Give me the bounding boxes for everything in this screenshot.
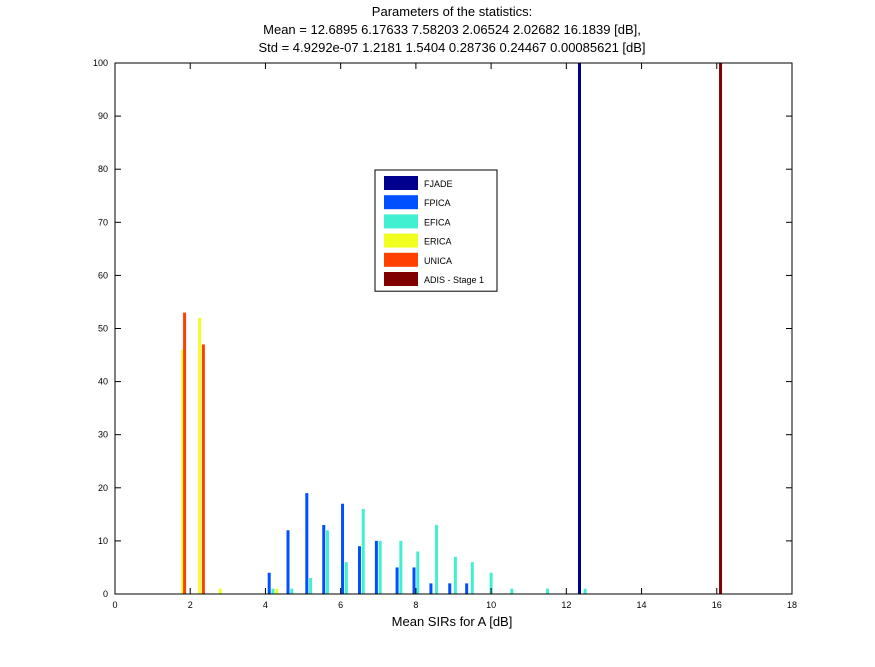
y-tick-label-8: 80 bbox=[98, 164, 108, 174]
x-tick-label-6: 12 bbox=[561, 600, 571, 610]
chart-subtitle-std: Std = 4.9292e-07 1.2181 1.5404 0.28736 0… bbox=[258, 40, 645, 55]
x-tick-label-8: 16 bbox=[712, 600, 722, 610]
legend: FJADE FPICA EFICA ERICA UNICA ADIS - Stage 1 bbox=[374, 169, 498, 292]
x-tick-label-2: 4 bbox=[263, 600, 268, 610]
x-tick-label-9: 18 bbox=[787, 600, 797, 610]
bar-efica-11 bbox=[470, 562, 474, 594]
bar-fpica-0 bbox=[267, 572, 271, 594]
bar-fpica-1 bbox=[286, 530, 290, 594]
bar-erica-1 bbox=[198, 317, 202, 594]
bar-efica-15 bbox=[583, 588, 587, 594]
legend-box bbox=[374, 169, 498, 292]
x-tick-label-4: 8 bbox=[413, 600, 418, 610]
bar-fpica-8 bbox=[412, 567, 416, 594]
bar-fpica-11 bbox=[465, 583, 469, 594]
bar-fpica-5 bbox=[357, 546, 361, 594]
y-tick-label-10: 100 bbox=[93, 58, 108, 68]
bar-efica-14 bbox=[546, 588, 550, 594]
plot-frame bbox=[114, 62, 793, 595]
bar-fpica-4 bbox=[341, 503, 345, 594]
bar-efica-12 bbox=[489, 572, 493, 594]
y-tick-label-2: 20 bbox=[98, 483, 108, 493]
chart-title: Parameters of the statistics: bbox=[372, 4, 532, 19]
y-tick-label-7: 70 bbox=[98, 217, 108, 227]
legend-label-adis-stage-1: ADIS - Stage 1 bbox=[424, 275, 484, 285]
x-tick-label-3: 6 bbox=[338, 600, 343, 610]
bar-fpica-2 bbox=[305, 493, 309, 594]
legend-swatch-fpica bbox=[384, 195, 418, 210]
bar-fpica-3 bbox=[322, 524, 326, 594]
x-axis-label: Mean SIRs for A [dB] bbox=[392, 614, 513, 629]
bar-efica-2 bbox=[309, 578, 313, 594]
bar-efica-3 bbox=[326, 530, 330, 594]
x-tick-label-5: 10 bbox=[486, 600, 496, 610]
bar-efica-5 bbox=[361, 509, 365, 594]
legend-swatch-adis-stage-1 bbox=[384, 272, 418, 286]
bar-efica-1 bbox=[290, 588, 294, 594]
y-tick-label-9: 90 bbox=[98, 111, 108, 121]
tick-labels-group: 0 2 4 6 8 10 12 14 16 18 0 10 20 30 40 50 60 70 80 90 100 bbox=[93, 58, 797, 610]
bar-efica-4 bbox=[344, 562, 348, 594]
bars-group bbox=[181, 63, 723, 594]
legend-swatch-erica bbox=[384, 233, 418, 248]
y-tick-label-6: 60 bbox=[98, 270, 108, 280]
bar-efica-9 bbox=[435, 524, 439, 594]
bar-efica-0 bbox=[271, 588, 275, 594]
y-tick-label-5: 50 bbox=[98, 324, 108, 334]
bar-fpica-10 bbox=[448, 583, 452, 594]
bar-efica-13 bbox=[510, 588, 514, 594]
bar-adis-stage-1-0 bbox=[719, 63, 723, 594]
y-tick-label-0: 0 bbox=[103, 589, 108, 599]
legend-swatch-efica bbox=[384, 214, 418, 229]
chart-subtitle-mean: Mean = 12.6895 6.17633 7.58203 2.06524 2… bbox=[263, 22, 641, 37]
legend-swatch-unica bbox=[384, 252, 418, 267]
bar-erica-2 bbox=[218, 588, 222, 594]
bar-efica-10 bbox=[453, 556, 457, 594]
bar-unica-0 bbox=[183, 312, 187, 594]
legend-label-fjade: FJADE bbox=[424, 179, 453, 189]
y-tick-label-4: 40 bbox=[98, 377, 108, 387]
legend-label-erica: ERICA bbox=[424, 237, 452, 247]
y-tick-label-1: 10 bbox=[98, 536, 108, 546]
bar-efica-6 bbox=[378, 540, 382, 594]
bar-efica-7 bbox=[399, 540, 403, 594]
bar-erica-3 bbox=[275, 588, 279, 594]
x-tick-label-1: 2 bbox=[188, 600, 193, 610]
legend-label-unica: UNICA bbox=[424, 256, 452, 266]
bar-efica-8 bbox=[416, 551, 420, 594]
bar-fpica-7 bbox=[395, 567, 399, 594]
bar-fpica-9 bbox=[429, 583, 433, 594]
bar-erica-0 bbox=[181, 349, 185, 594]
axes-group bbox=[114, 62, 793, 595]
legend-swatch-fjade bbox=[384, 176, 418, 190]
legend-label-fpica: FPICA bbox=[424, 198, 451, 208]
x-tick-label-7: 14 bbox=[637, 600, 647, 610]
y-tick-label-3: 30 bbox=[98, 430, 108, 440]
bar-fjade-0 bbox=[577, 63, 581, 594]
legend-label-efica: EFICA bbox=[424, 217, 451, 227]
bar-unica-1 bbox=[201, 344, 205, 594]
bar-fpica-6 bbox=[374, 540, 378, 594]
x-tick-label-0: 0 bbox=[112, 600, 117, 610]
